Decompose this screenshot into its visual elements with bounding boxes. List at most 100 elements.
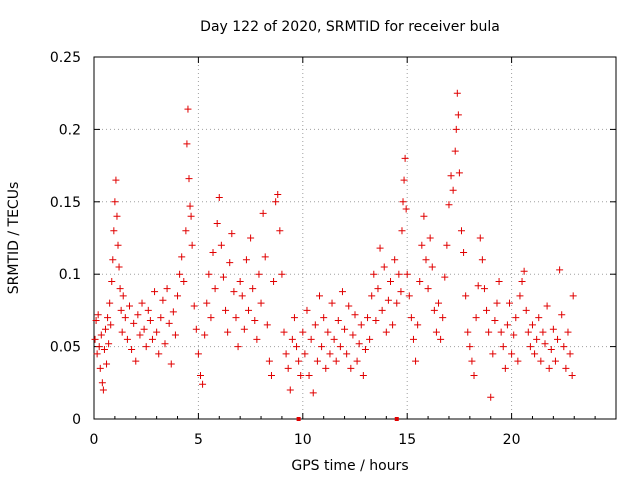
data-point (478, 256, 486, 264)
data-point (163, 285, 171, 293)
data-point (426, 234, 434, 242)
data-point (336, 343, 344, 351)
data-point (286, 386, 294, 394)
data-point (171, 331, 179, 339)
data-point (245, 306, 253, 314)
data-point (322, 364, 330, 372)
data-point (174, 292, 182, 300)
data-point (184, 105, 192, 113)
data-point (516, 292, 524, 300)
data-point (207, 314, 215, 322)
data-point (97, 331, 105, 339)
data-point (136, 331, 144, 339)
data-point (460, 248, 468, 256)
data-point (159, 296, 167, 304)
data-point (351, 311, 359, 319)
data-point (332, 357, 340, 365)
y-tick-label: 0.15 (50, 195, 81, 211)
y-axis-label: SRMTID / TECUs (6, 182, 22, 295)
data-point (194, 350, 202, 358)
data-point (140, 325, 148, 333)
data-point (201, 331, 209, 339)
data-point (253, 335, 261, 343)
data-point (205, 270, 213, 278)
data-point (551, 357, 559, 365)
data-point (107, 321, 115, 329)
data-point (374, 285, 382, 293)
data-point (169, 308, 177, 316)
data-point (307, 335, 315, 343)
data-point (462, 292, 470, 300)
x-tick-label: 0 (90, 432, 99, 448)
data-point (118, 328, 126, 336)
data-point (106, 299, 114, 307)
data-point (457, 227, 465, 235)
data-point (116, 285, 124, 293)
data-point (213, 220, 221, 228)
x-tick-label: 10 (294, 432, 312, 448)
data-point (125, 302, 133, 310)
data-point (334, 317, 342, 325)
data-point (437, 335, 445, 343)
data-point (234, 343, 242, 351)
data-point (161, 340, 169, 348)
data-point (144, 306, 152, 314)
y-tick-label: 0 (72, 412, 81, 428)
data-point (520, 267, 528, 275)
data-point (443, 241, 451, 249)
data-point (364, 314, 372, 322)
data-point (178, 253, 186, 261)
data-point (188, 241, 196, 249)
data-point (432, 328, 440, 336)
data-point (537, 357, 545, 365)
data-point (301, 350, 309, 358)
data-point (401, 154, 409, 162)
data-point (391, 256, 399, 264)
y-tick-label: 0.2 (59, 122, 81, 138)
data-point (132, 357, 140, 365)
data-point (382, 328, 390, 336)
data-point (357, 321, 365, 329)
data-point (108, 277, 116, 285)
data-point (402, 205, 410, 213)
data-point (209, 248, 217, 256)
data-point (499, 343, 507, 351)
data-point (347, 364, 355, 372)
data-point (316, 292, 324, 300)
data-point (240, 325, 248, 333)
data-point (265, 357, 273, 365)
data-point (303, 306, 311, 314)
data-point (449, 186, 457, 194)
data-point (257, 299, 265, 307)
data-point (370, 270, 378, 278)
data-point (105, 340, 113, 348)
data-point (196, 372, 204, 380)
data-point (153, 328, 161, 336)
data-point (320, 314, 328, 322)
data-point (405, 292, 413, 300)
data-point (400, 176, 408, 184)
data-point (119, 292, 127, 300)
data-point (533, 335, 541, 343)
data-point (274, 191, 282, 199)
data-point (510, 331, 518, 339)
data-point (424, 285, 432, 293)
data-point (501, 364, 509, 372)
data-point (528, 321, 536, 329)
data-point (165, 319, 173, 327)
data-point (545, 364, 553, 372)
data-point (445, 201, 453, 209)
data-point (380, 263, 388, 271)
data-point (123, 335, 131, 343)
data-point (276, 227, 284, 235)
data-point (142, 343, 150, 351)
data-point (192, 325, 200, 333)
data-point (483, 306, 491, 314)
data-point (305, 372, 313, 380)
data-point (113, 212, 121, 220)
data-point (299, 328, 307, 336)
data-point (284, 364, 292, 372)
data-point (203, 299, 211, 307)
data-point (566, 350, 574, 358)
data-point (409, 335, 417, 343)
